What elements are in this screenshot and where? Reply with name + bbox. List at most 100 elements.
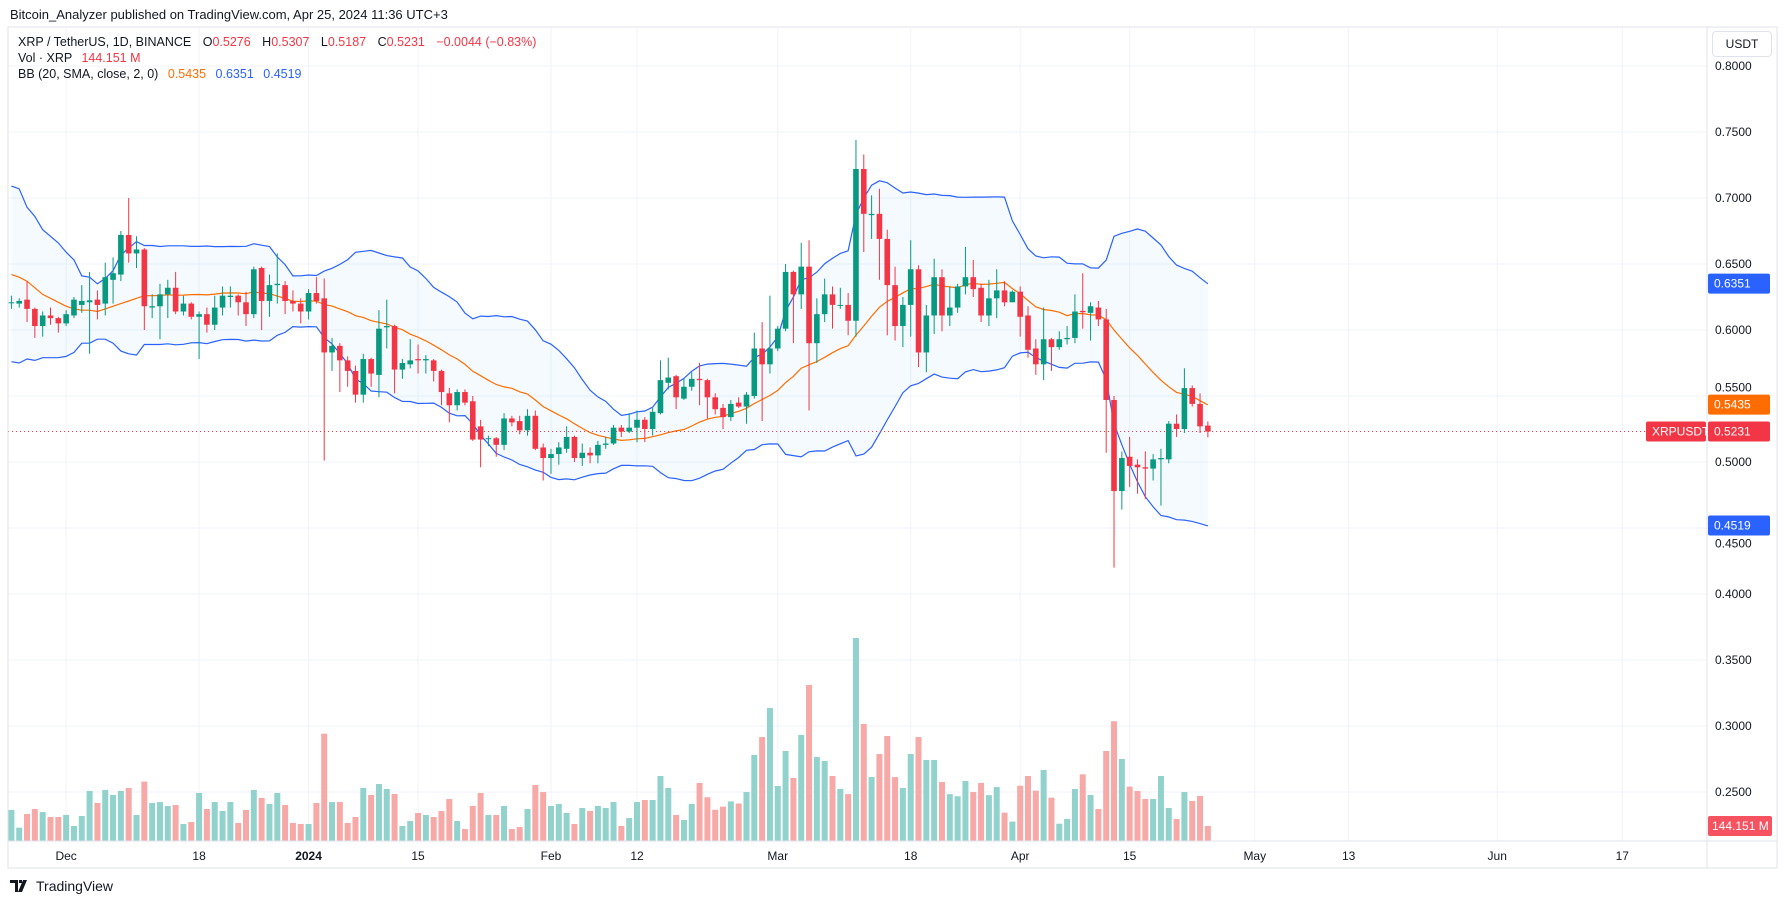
candle-body [71,299,77,316]
volume-bar [180,824,187,841]
time-tick-label: 18 [192,849,206,863]
candle-body [258,267,265,301]
volume-bar [688,804,695,841]
candle-body [501,418,507,445]
volume-bar [188,822,195,841]
candle [970,260,977,297]
volume-bar [704,797,711,841]
time-tick-label: 2024 [295,849,322,863]
candle-body [1189,388,1196,404]
volume-bar [798,734,805,841]
price-tick-label: 0.8000 [1715,59,1752,73]
candle [868,195,875,239]
candle [337,343,343,393]
candle-body [32,308,38,327]
volume-bar [360,787,367,841]
candle [1017,286,1023,337]
time-axis[interactable]: Dec 18 2024 15 Feb 12 Mar 18 Apr 15 May 13 Jun 17 [55,849,1629,863]
volume-bar [547,806,554,841]
candle [720,403,726,429]
time-tick-label: 18 [904,849,918,863]
time-tick-label: 15 [411,849,425,863]
high-value: 0.5307 [271,35,310,49]
candle-body [1048,339,1055,348]
bb-label[interactable]: BB (20, SMA, close, 2, 0) [18,67,159,81]
price-tick-label: 0.6000 [1715,323,1752,337]
candle [516,415,523,435]
candle [587,447,593,464]
candle [1056,331,1063,350]
bb-lower-badge-text: 0.4519 [1714,518,1751,532]
candle [986,279,992,327]
candle [251,266,257,319]
volume-bar [978,782,985,841]
candle [1150,454,1156,481]
candle-body [1056,339,1063,348]
candle-body [290,300,296,304]
candle-body [579,452,586,459]
volume-bar [289,822,296,841]
candle-body [313,293,320,301]
candle [1205,421,1211,438]
volume-bar [407,821,414,841]
candle-body [1072,311,1078,338]
volume-bar [829,776,836,841]
volume-bar [1064,819,1071,841]
candle-body [1033,348,1039,365]
volume-bar [8,809,15,841]
candle [1009,290,1016,303]
legend-symbol-row: XRP / TetherUS, 1D, BINANCE O0.5276 H0.5… [18,34,536,50]
candle [688,372,695,391]
candle [673,374,679,410]
candle-body [978,287,984,316]
volume-bar [524,809,531,841]
volume-bar [610,802,617,841]
time-tick-label: Apr [1011,849,1030,863]
volume-bar [594,806,601,841]
last-price-badge: XRPUSDT 0.5231 [1646,421,1770,442]
candle [563,426,570,453]
candle [360,353,367,403]
volume-bar [845,794,852,841]
volume-bar [626,817,633,841]
candle-body [352,370,359,395]
price-axis[interactable]: 0.8000 0.7500 0.7000 0.6500 0.6000 0.5500 0.50… [1715,59,1752,799]
volume-bar [47,817,54,841]
candle-body [344,360,351,371]
tradingview-logo-icon [10,880,27,892]
volume-bar [368,794,375,841]
volume-bar [759,737,766,841]
volume-bar [915,737,922,841]
bb-upper-badge: 0.6351 [1708,273,1770,294]
volume-bar [1204,825,1211,841]
volume-bar [696,782,703,841]
volume-label[interactable]: Vol · XRP [18,51,72,65]
candle-body [947,307,953,316]
tradingview-logo[interactable]: TradingView [10,878,113,894]
candle [493,436,500,457]
candle-body [321,298,327,353]
candle-body [1040,339,1047,365]
candle [892,266,898,341]
candle [415,344,421,374]
candle-body [462,392,468,403]
volume-bar [1017,785,1024,841]
candle-body [383,326,390,328]
currency-button[interactable]: USDT [1712,31,1772,57]
volume-bar [899,787,906,841]
candle-body [556,447,562,455]
candle-body [227,295,234,297]
candle-body [774,328,781,349]
candle-body [900,304,906,327]
candle-body [986,298,992,316]
volume-bar [508,829,515,841]
candle [78,285,85,313]
symbol-title[interactable]: XRP / TetherUS, 1D, BINANCE [18,35,192,49]
candle-body [172,287,179,312]
candle-body [376,328,382,375]
candle-body [493,438,500,445]
candle [297,298,304,324]
volume-bar [102,789,109,841]
publish-note: Bitcoin_Analyzer published on TradingVie… [10,7,448,22]
